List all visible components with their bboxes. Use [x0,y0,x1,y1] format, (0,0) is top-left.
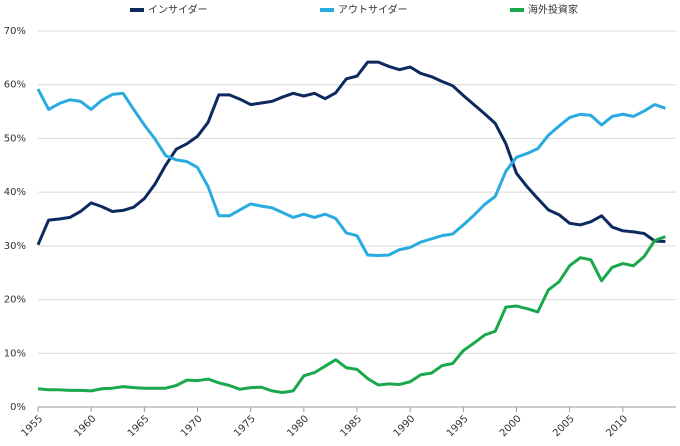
x-tick-label: 1995 [445,413,471,439]
y-tick-label: 20% [4,295,26,306]
legend-item: 海外投資家 [510,3,578,16]
y-tick-label: 10% [4,348,26,359]
x-tick-label: 2010 [604,413,630,439]
x-tick-label: 1980 [285,413,311,439]
x-tick-label: 1960 [73,413,99,439]
x-tick-label: 1955 [19,413,45,439]
x-tick-label: 2005 [551,413,577,439]
x-tick-label: 1990 [392,413,418,439]
legend-label: インサイダー [148,3,208,16]
y-tick-label: 50% [4,133,26,144]
legend-item: インサイダー [130,3,208,16]
x-tick-label: 1975 [232,413,258,439]
x-tick-label: 1985 [338,413,364,439]
y-tick-label: 40% [4,187,26,198]
y-tick-label: 30% [4,241,26,252]
x-tick-label: 2000 [498,413,524,439]
legend-label: アウトサイダー [338,3,408,16]
x-tick-label: 1965 [126,413,152,439]
series-line [36,88,666,258]
legend-label: 海外投資家 [528,3,578,16]
series-line [37,235,666,394]
series-line [36,60,666,246]
x-tick-label: 1970 [179,413,205,439]
y-tick-label: 70% [4,26,26,37]
y-tick-label: 60% [4,80,26,91]
legend-item: アウトサイダー [320,3,408,16]
y-tick-label: 0% [10,402,26,413]
